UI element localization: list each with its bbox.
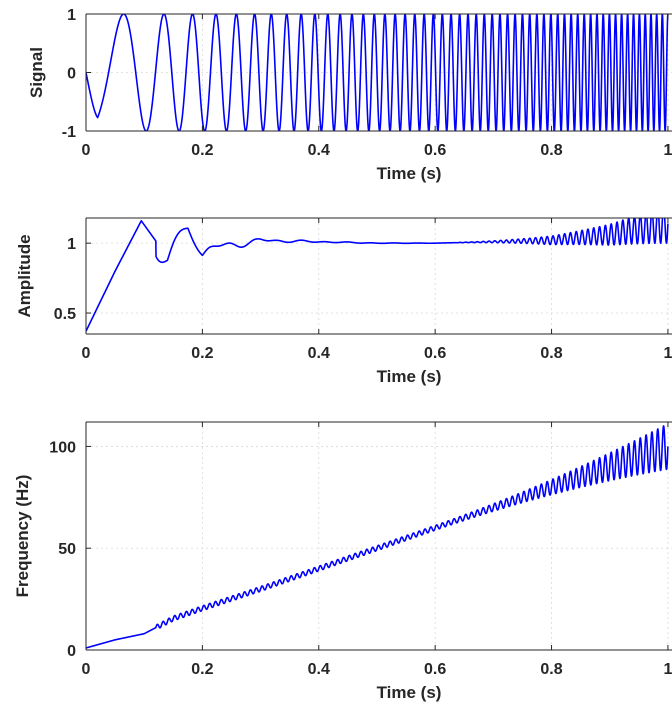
y-tick-label: 1 [67,236,76,253]
chart-panel-1: 0 0.2 0.4 0.6 0.8 1 -1 0 1 Time (s) Signal [27,7,672,183]
x-tick-label: 0 [82,661,91,678]
series-line [86,14,669,131]
x-axis-label: Time (s) [377,164,442,183]
x-tick-label: 0.6 [424,345,446,362]
series-line [86,425,669,649]
x-tick-label: 0.4 [308,142,330,159]
x-tick-label: 0.8 [540,345,562,362]
x-tick-label: 0.2 [191,142,213,159]
x-tick-label: 0 [82,142,91,159]
x-tick-label: 0.6 [424,661,446,678]
x-tick-label: 0.2 [191,345,213,362]
x-tick-label: 0.8 [540,661,562,678]
y-tick-label: 1 [67,7,76,24]
x-tick-label: 1 [663,345,672,362]
x-tick-label: 0.6 [424,142,446,159]
y-tick-label: 0 [67,643,76,660]
x-tick-label: 0.8 [540,142,562,159]
y-tick-label: 0 [67,66,76,83]
x-tick-label: 0.2 [191,661,213,678]
series-line [86,218,669,332]
y-axis-label: Amplitude [15,234,34,317]
y-axis-label: Frequency (Hz) [13,475,32,598]
y-tick-label: 100 [49,439,76,456]
y-tick-label: 0.5 [54,306,76,323]
y-tick-label: 50 [58,541,76,558]
chart-panel-3: 0 0.2 0.4 0.6 0.8 1 0 50 100 Time (s) Frequency (H… [13,421,672,702]
x-axis-label: Time (s) [377,683,442,702]
x-tick-label: 1 [663,142,672,159]
x-tick-label: 1 [663,661,672,678]
chart-panel-2: 0 0.2 0.4 0.6 0.8 1 0.5 1 Time (s) Amplitude [15,217,672,386]
y-tick-label: -1 [62,124,76,141]
x-tick-label: 0.4 [308,661,330,678]
x-tick-label: 0.4 [308,345,330,362]
y-axis-label: Signal [27,47,46,98]
x-tick-label: 0 [82,345,91,362]
x-axis-label: Time (s) [377,367,442,386]
